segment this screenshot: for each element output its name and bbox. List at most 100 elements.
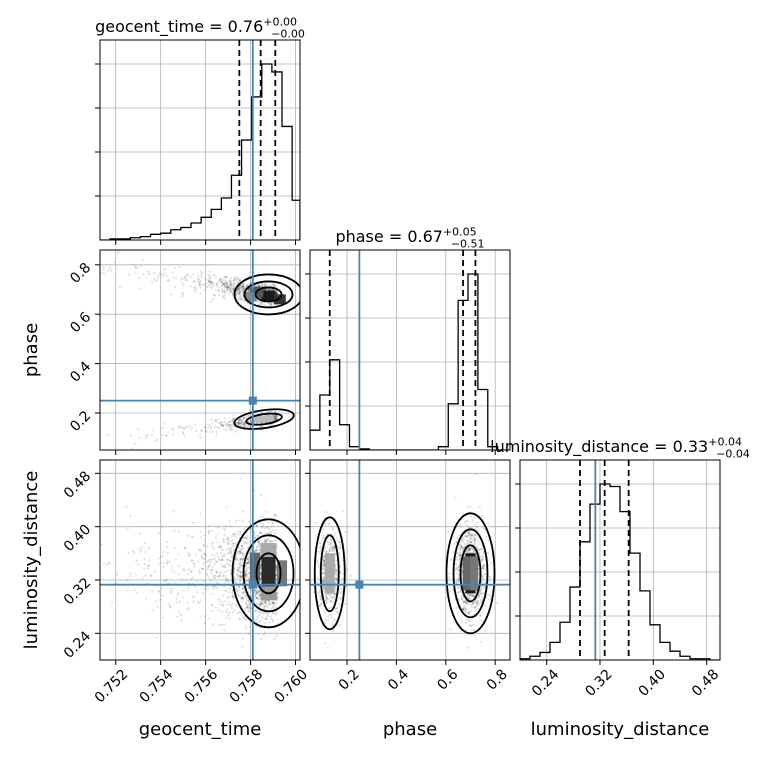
sample-point [182, 427, 185, 430]
sample-point [229, 290, 232, 293]
sample-point [322, 576, 325, 579]
sample-point [215, 430, 218, 433]
sample-point [474, 606, 477, 609]
sample-point [218, 278, 221, 281]
sample-point [482, 567, 485, 571]
sample-point [135, 559, 138, 562]
sample-point [253, 531, 256, 534]
sample-point [238, 421, 241, 425]
sample-point [239, 558, 242, 561]
sample-point [59, 532, 61, 534]
sample-point [204, 585, 208, 588]
sample-point [271, 282, 275, 285]
sample-point [470, 610, 473, 613]
sample-point [237, 581, 241, 584]
sample-point [231, 292, 235, 295]
sample-point [271, 601, 275, 605]
sample-point [459, 547, 462, 550]
sample-point [230, 286, 233, 290]
sample-point [462, 600, 465, 603]
sample-point [210, 609, 214, 613]
sample-point [229, 546, 232, 550]
sample-point [263, 527, 266, 530]
sample-point [247, 274, 250, 278]
sample-point [232, 542, 235, 545]
sample-point [217, 426, 221, 430]
sample-point [218, 623, 221, 626]
sample-point [334, 552, 337, 555]
sample-point [334, 593, 337, 597]
sample-point [128, 575, 132, 578]
sample-point [271, 539, 274, 542]
sample-point [226, 579, 229, 582]
sample-point [184, 275, 187, 278]
sample-point [239, 575, 242, 579]
sample-point [481, 595, 484, 598]
sample-point [239, 574, 242, 577]
sample-point [183, 568, 186, 572]
sample-point [263, 282, 267, 285]
sample-point [467, 619, 470, 622]
sample-point [210, 569, 213, 572]
sample-point [275, 634, 278, 638]
sample-point [139, 550, 142, 554]
sample-point [215, 569, 218, 572]
sample-point [258, 589, 262, 592]
sample-point [194, 429, 198, 433]
sample-point [226, 552, 229, 555]
sample-point [220, 423, 223, 426]
sample-point [466, 601, 469, 604]
sample-point [146, 564, 150, 567]
sample-point [322, 565, 325, 568]
sample-point [237, 296, 241, 299]
sample-point [471, 594, 474, 598]
sample-point [186, 274, 189, 277]
sample-point [258, 543, 261, 547]
sample-point [209, 561, 212, 564]
sample-point [207, 273, 210, 276]
sample-point [254, 594, 257, 597]
sample-point [270, 531, 273, 534]
sample-point [339, 546, 343, 549]
sample-point [260, 602, 263, 606]
sample-point [260, 602, 263, 605]
sample-point [464, 607, 467, 611]
sample-point [226, 284, 229, 287]
sample-point [214, 419, 217, 423]
sample-point [228, 552, 231, 555]
sample-point [247, 559, 251, 563]
sample-point [236, 588, 239, 591]
panel-frame [99, 459, 301, 661]
sample-point [182, 589, 185, 592]
sample-point [225, 608, 228, 611]
sample-point [203, 543, 206, 546]
sample-point [242, 287, 246, 291]
hist-bar [282, 126, 292, 240]
sample-point [231, 279, 235, 282]
sample-point [231, 595, 234, 598]
sample-point [244, 572, 247, 575]
sample-point [213, 557, 216, 561]
sample-point [249, 290, 252, 293]
sample-point [238, 291, 241, 294]
sample-point [221, 610, 224, 614]
sample-point [237, 292, 240, 295]
sample-point [233, 564, 237, 567]
sample-point [212, 274, 215, 277]
sample-point [473, 538, 476, 541]
sample-point [240, 286, 244, 289]
sample-point [240, 297, 243, 300]
contour-line [445, 512, 496, 635]
sample-point [267, 538, 270, 542]
sample-point [255, 590, 258, 593]
sample-point [243, 607, 246, 610]
sample-point [187, 551, 190, 554]
sample-point [238, 292, 241, 295]
sample-point [241, 283, 245, 286]
sample-point [456, 552, 459, 555]
sample-point [460, 538, 464, 542]
sample-point [461, 608, 465, 611]
sample-point [273, 285, 277, 288]
sample-point [243, 287, 246, 290]
sample-point [260, 531, 263, 534]
